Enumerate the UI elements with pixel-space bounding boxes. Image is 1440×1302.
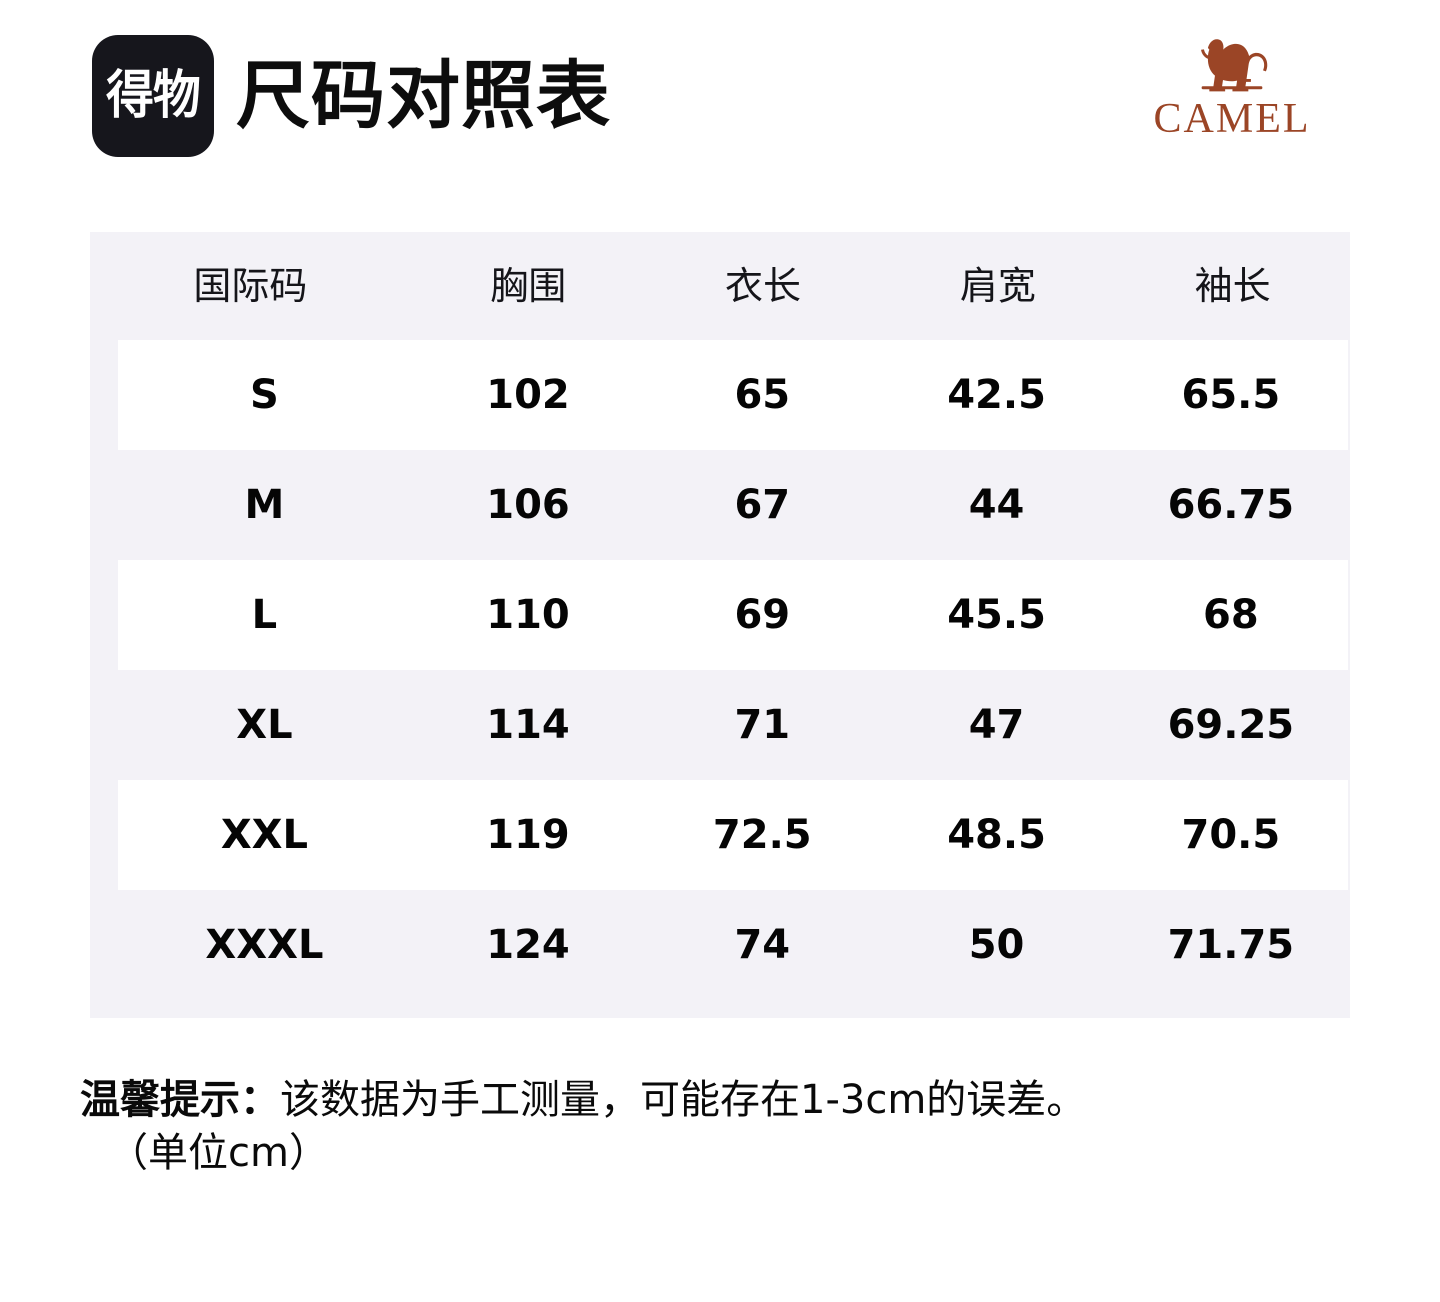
table-row: L 110 69 45.5 68 [118, 560, 1348, 670]
cell-size: XXXL [205, 922, 324, 968]
cell-shoulder: 44 [968, 482, 1025, 528]
camel-brand-logo: CAMEL [1142, 30, 1322, 140]
cell-size: M [244, 482, 285, 528]
cell-length: 71 [734, 702, 791, 748]
cell-chest: 102 [486, 372, 570, 418]
table-row: XXXL 124 74 50 71.75 [118, 890, 1348, 1000]
cell-shoulder: 42.5 [947, 372, 1046, 418]
cell-sleeve: 71.75 [1167, 922, 1295, 968]
cell-sleeve: 68 [1203, 592, 1259, 638]
column-header-sleeve: 袖长 [1194, 264, 1271, 308]
column-header-shoulder: 肩宽 [959, 264, 1036, 308]
camel-icon [1201, 39, 1268, 92]
cell-size: L [251, 592, 278, 638]
cell-sleeve: 65.5 [1181, 372, 1281, 418]
dewu-app-logo-label: 得物 [106, 66, 201, 126]
column-header-length: 衣长 [725, 264, 802, 308]
cell-shoulder: 50 [968, 922, 1025, 968]
table-row: XL 114 71 47 69.25 [118, 670, 1348, 780]
page-header: 得物 尺码对照表 CAMEL [0, 0, 1440, 200]
cell-size: S [250, 372, 279, 418]
cell-chest: 119 [486, 812, 570, 858]
footnote: 温馨提示：该数据为手工测量，可能存在1-3cm的误差。 （单位cm） [80, 1074, 1370, 1180]
cell-length: 69 [734, 592, 791, 638]
table-row: M 106 67 44 66.75 [118, 450, 1348, 560]
cell-sleeve: 70.5 [1181, 812, 1281, 858]
cell-length: 65 [734, 372, 791, 418]
footnote-body: 该数据为手工测量，可能存在1-3cm的误差。 [280, 1077, 1087, 1123]
cell-length: 74 [734, 922, 791, 968]
cell-chest: 110 [486, 592, 570, 638]
cell-size: XL [236, 702, 293, 748]
table-row: S 102 65 42.5 65.5 [118, 340, 1348, 450]
cell-shoulder: 45.5 [947, 592, 1046, 638]
cell-chest: 124 [486, 922, 570, 968]
brand-block: 得物 尺码对照表 [92, 35, 611, 157]
size-chart-table: 国际码 胸围 衣长 肩宽 袖长 S 102 65 42.5 65.5 M 106… [90, 232, 1350, 1018]
cell-chest: 114 [486, 702, 570, 748]
camel-wordmark: CAMEL [1153, 96, 1311, 142]
cell-length: 67 [734, 482, 791, 528]
footnote-unit: （单位cm） [108, 1129, 329, 1176]
cell-chest: 106 [486, 482, 570, 528]
cell-size: XXL [220, 812, 309, 858]
column-header-chest: 胸围 [490, 264, 567, 308]
cell-shoulder: 47 [968, 702, 1025, 748]
cell-shoulder: 48.5 [947, 812, 1046, 858]
table-row: XXL 119 72.5 48.5 70.5 [118, 780, 1348, 890]
column-header-size: 国际码 [193, 264, 308, 308]
table-header-row: 国际码 胸围 衣长 肩宽 袖长 [90, 232, 1350, 340]
cell-length: 72.5 [712, 812, 812, 858]
table-body: S 102 65 42.5 65.5 M 106 67 44 66.75 L 1… [90, 340, 1350, 1000]
dewu-app-logo-icon: 得物 [92, 35, 214, 157]
cell-sleeve: 66.75 [1167, 482, 1295, 528]
cell-sleeve: 69.25 [1167, 702, 1295, 748]
page-title: 尺码对照表 [236, 53, 611, 139]
footnote-lead: 温馨提示： [80, 1077, 280, 1123]
